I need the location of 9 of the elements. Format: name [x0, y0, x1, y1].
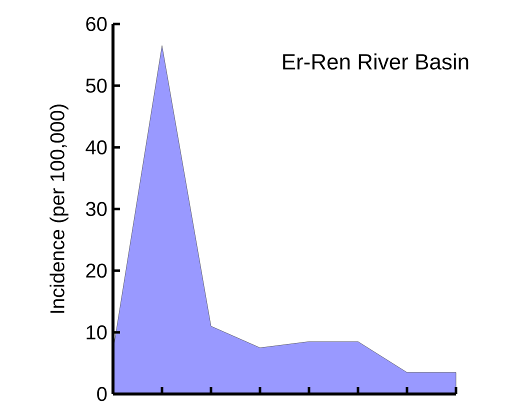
text: Er-Ren River Basin [283, 53, 468, 70]
y-tick-label: 50 [86, 78, 107, 93]
y-tick-label: 20 [86, 264, 107, 278]
y-tick-label: 40 [86, 140, 107, 154]
y-tick-label: 60 [86, 16, 107, 32]
y-tick-label: 0 [97, 386, 107, 402]
y-tick-label: 30 [86, 202, 107, 216]
y-tick-label: 10 [86, 325, 107, 340]
y-axis-title: Incidence (per 100,000) [50, 104, 68, 313]
